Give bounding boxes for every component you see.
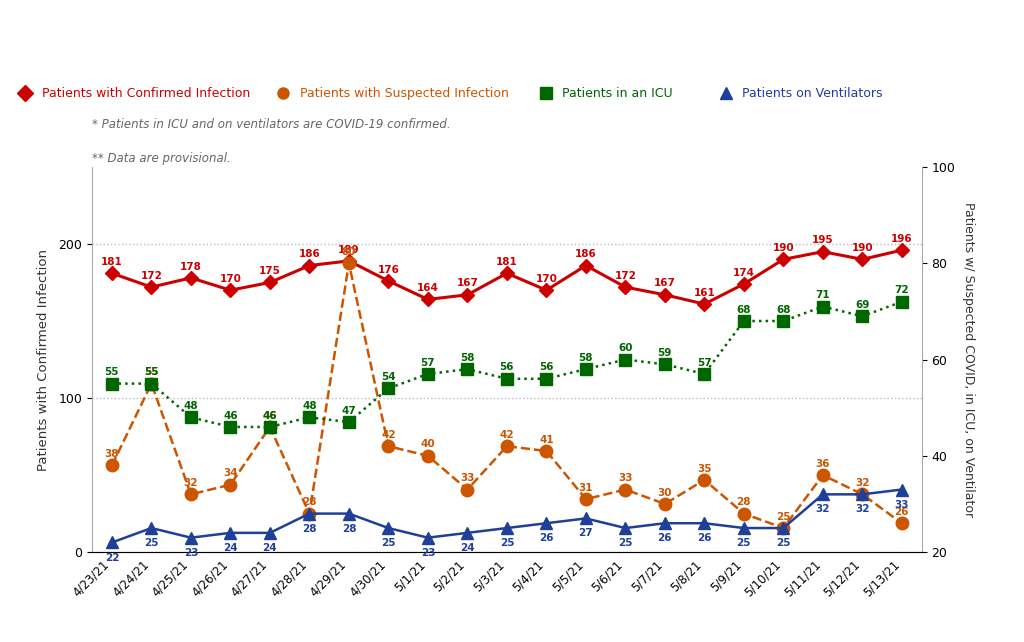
Text: 190: 190 [852,243,873,253]
Text: 24: 24 [460,543,475,553]
Text: 55: 55 [144,367,159,377]
Text: 48: 48 [183,401,199,411]
Text: 33: 33 [460,473,475,483]
Text: 25: 25 [618,538,633,548]
Text: 167: 167 [457,279,478,288]
Text: 28: 28 [302,498,316,507]
Text: 72: 72 [895,286,909,295]
Text: 32: 32 [855,478,869,488]
Text: Patients with Confirmed Infection: Patients with Confirmed Infection [42,87,250,100]
Text: 35: 35 [697,464,712,474]
Text: Patients on Ventilators: Patients on Ventilators [742,87,883,100]
Text: 170: 170 [536,274,557,284]
Text: 26: 26 [697,534,712,543]
Text: 40: 40 [421,440,435,449]
Text: 46: 46 [223,411,238,421]
Text: 186: 186 [299,249,321,259]
Text: 27: 27 [579,528,593,539]
Text: * Patients in ICU and on ventilators are COVID-19 confirmed.: * Patients in ICU and on ventilators are… [92,118,451,132]
Text: 38: 38 [104,449,119,459]
Text: 26: 26 [657,534,672,543]
Text: 23: 23 [421,548,435,558]
Text: 56: 56 [500,363,514,372]
Text: 32: 32 [855,505,869,514]
Text: COVID‑19 Hospitalizations Reported by MS Hospitals, 4/23/21–5/13/21 *,**: COVID‑19 Hospitalizations Reported by MS… [10,22,906,42]
Text: 56: 56 [539,363,554,372]
Text: 57: 57 [697,358,712,368]
Text: ** Data are provisional.: ** Data are provisional. [92,152,230,165]
Text: 71: 71 [815,290,830,300]
Text: 175: 175 [259,266,281,276]
Text: 25: 25 [776,538,791,548]
Text: 33: 33 [895,499,909,510]
Text: 181: 181 [496,257,518,267]
Text: 47: 47 [342,406,356,416]
Text: 176: 176 [378,265,399,275]
Text: 25: 25 [500,538,514,548]
Text: 28: 28 [342,524,356,534]
Text: 30: 30 [657,488,672,498]
Text: 24: 24 [262,543,278,553]
Text: 57: 57 [421,358,435,368]
Text: Patients with Suspected Infection: Patients with Suspected Infection [300,87,509,100]
Text: 28: 28 [736,498,752,507]
Text: 46: 46 [262,411,278,421]
Text: 42: 42 [381,430,395,440]
Text: 59: 59 [657,348,672,358]
Text: 80: 80 [342,247,356,257]
Text: 33: 33 [618,473,633,483]
Text: 190: 190 [772,243,795,253]
Text: 55: 55 [104,367,119,377]
Text: 181: 181 [101,257,123,267]
Text: 167: 167 [654,279,676,288]
Text: 195: 195 [812,236,834,245]
Text: 36: 36 [815,459,830,469]
Text: 46: 46 [262,411,278,421]
Text: 26: 26 [895,507,909,517]
Text: 26: 26 [539,534,554,543]
Text: 170: 170 [219,274,242,284]
Text: 174: 174 [733,268,755,278]
Text: 68: 68 [736,305,752,315]
Text: 28: 28 [302,524,316,534]
Text: 25: 25 [736,538,752,548]
Text: 32: 32 [815,505,830,514]
Text: 69: 69 [855,300,869,310]
Text: 178: 178 [180,261,202,272]
Text: 42: 42 [500,430,514,440]
Text: 25: 25 [776,512,791,522]
Text: 41: 41 [539,435,554,445]
Text: 32: 32 [183,478,199,488]
Text: 189: 189 [338,245,359,255]
Text: Patients in an ICU: Patients in an ICU [562,87,673,100]
Text: 58: 58 [460,353,475,363]
Text: 196: 196 [891,234,912,244]
Text: 172: 172 [614,271,636,281]
Text: 48: 48 [302,401,316,411]
Text: 25: 25 [144,538,159,548]
Text: 55: 55 [144,367,159,377]
Text: 60: 60 [618,343,633,353]
Y-axis label: Patients w/ Suspected COVID, in ICU, on Ventilator: Patients w/ Suspected COVID, in ICU, on … [962,202,975,517]
Text: 58: 58 [579,353,593,363]
Text: 22: 22 [104,553,119,562]
Text: 186: 186 [575,249,597,259]
Text: 164: 164 [417,283,439,293]
Text: 172: 172 [140,271,163,281]
Text: 25: 25 [381,538,395,548]
Text: 68: 68 [776,305,791,315]
Text: 54: 54 [381,372,395,382]
Y-axis label: Patients with Confirmed Infection: Patients with Confirmed Infection [37,248,50,471]
Text: 34: 34 [223,469,238,478]
Text: 161: 161 [693,288,715,298]
Text: 31: 31 [579,483,593,493]
Text: 23: 23 [183,548,199,558]
Text: 24: 24 [223,543,238,553]
